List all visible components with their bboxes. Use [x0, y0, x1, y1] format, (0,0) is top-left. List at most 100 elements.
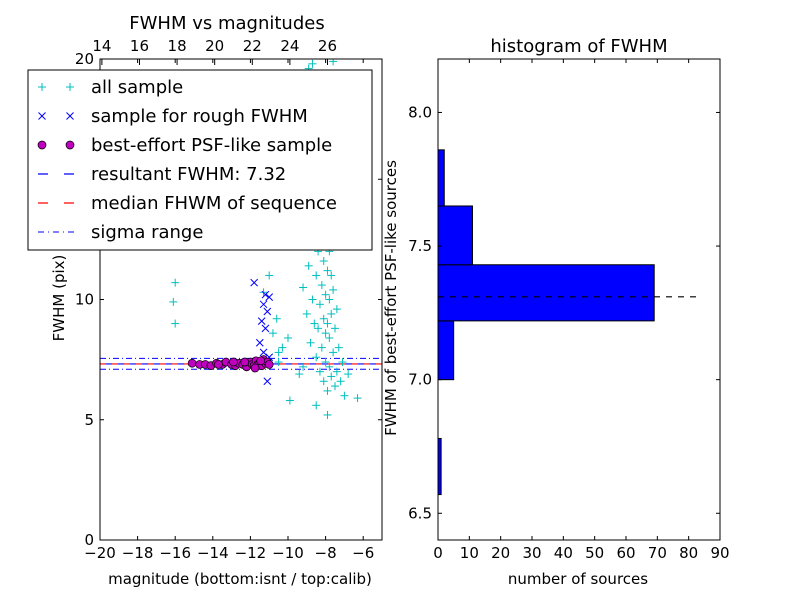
all-sample-point — [171, 319, 180, 328]
all-sample-point — [321, 358, 330, 367]
legend-entry: sample for rough FWHM — [38, 106, 308, 127]
right-plot-area: 0 10 20 30 40 50 60 70 80 90 6.5 7.0 7.5 8.0 — [408, 58, 730, 562]
top-x-tick-label: 14 — [92, 37, 111, 55]
left-x-axis-label: magnitude (bottom:isnt / top:calib) — [108, 570, 372, 588]
all-sample-point — [329, 348, 338, 357]
right-x-tick-label: 90 — [710, 544, 729, 562]
all-sample-point — [340, 391, 349, 400]
all-sample-point — [321, 329, 330, 338]
all-sample-point — [299, 362, 308, 371]
all-sample-point — [329, 285, 338, 294]
left-y-tick-label: 0 — [84, 531, 94, 549]
top-x-tick-label: 18 — [168, 37, 187, 55]
left-x-tick-label: −6 — [352, 544, 374, 562]
left-data-layer — [100, 59, 382, 419]
all-sample-point — [332, 305, 341, 314]
left-y-tick-label: 20 — [75, 50, 94, 68]
all-sample-point — [325, 362, 334, 371]
rough-sample-point-b — [250, 278, 259, 287]
right-x-tick-label: 0 — [433, 544, 443, 562]
top-x-tick-label: 20 — [205, 37, 224, 55]
all-sample-point — [310, 319, 319, 328]
top-x-tick-label: 24 — [280, 37, 299, 55]
all-sample-point — [299, 283, 308, 292]
all-sample-point — [334, 343, 343, 352]
all-sample-point — [331, 382, 339, 391]
psf-sample-point — [240, 357, 250, 367]
all-sample-point — [274, 358, 283, 367]
legend-entry: sigma range — [38, 222, 203, 243]
right-y-axis-label: FWHM of best-effort PSF-like sources — [382, 160, 400, 436]
legend-box — [27, 69, 373, 251]
all-sample-point — [314, 324, 323, 333]
all-sample-point — [319, 314, 328, 323]
all-sample-point — [323, 319, 332, 328]
rough-sample-point-b — [257, 317, 266, 325]
all-sample-point — [171, 278, 180, 287]
rough-sample-point-b — [263, 307, 272, 316]
histogram-bar — [437, 205, 473, 266]
right-x-tick-label: 30 — [522, 544, 541, 562]
psf-sample-point — [264, 360, 274, 369]
right-x-tick-label: 50 — [585, 544, 604, 562]
left-x-tick-label: −16 — [159, 544, 191, 562]
legend-label: sample for rough FWHM — [91, 106, 308, 127]
all-sample-point — [312, 271, 321, 280]
legend-entry: best-effort PSF-like sample — [37, 135, 332, 156]
rough-sample-point — [259, 300, 268, 309]
all-sample-point — [338, 358, 347, 367]
legend-entry: all sample — [38, 77, 183, 98]
legend-entry: resultant FWHM: 7.32 — [38, 164, 286, 185]
all-sample-point — [278, 343, 287, 352]
rough-sample-point-b — [261, 324, 270, 333]
all-sample-point — [306, 338, 315, 347]
histogram-bar — [437, 320, 455, 381]
rough-sample-point — [263, 307, 272, 316]
left-x-tick-label: −8 — [315, 544, 337, 562]
right-x-axis-label: number of sources — [508, 570, 648, 588]
psf-sample-point — [250, 363, 260, 373]
psf-sample-point — [256, 356, 266, 366]
all-sample-point — [332, 367, 341, 376]
left-x-tick-label: −10 — [272, 544, 304, 562]
all-sample-point — [325, 295, 334, 304]
all-sample-point — [308, 59, 317, 68]
legend-circle-marker — [65, 140, 75, 150]
all-sample-point — [321, 290, 330, 299]
all-sample-point — [308, 295, 317, 304]
right-x-tick-label: 10 — [460, 544, 479, 562]
all-sample-point — [336, 377, 345, 386]
psf-sample-point — [214, 360, 223, 369]
right-chart-title: histogram of FWHM — [490, 36, 667, 57]
all-sample-point — [302, 309, 311, 318]
right-plot-frame — [437, 58, 721, 541]
top-x-tick-label: 26 — [318, 37, 337, 55]
rough-sample-point-b — [259, 300, 268, 309]
all-sample-point — [329, 59, 338, 66]
all-sample-point — [265, 271, 274, 280]
left-x-tick-label: −14 — [197, 544, 229, 562]
right-y-tick-label: 6.5 — [408, 504, 432, 522]
rough-sample-point-b — [261, 290, 270, 299]
right-x-tick-label: 70 — [648, 544, 667, 562]
legend-label: all sample — [91, 77, 183, 98]
all-sample-point — [315, 367, 324, 376]
all-sample-point — [317, 343, 326, 352]
rough-sample-point-b — [255, 338, 264, 347]
all-sample-point — [319, 377, 328, 386]
all-sample-point — [272, 314, 281, 323]
legend-entry: median FHWM of sequence — [38, 193, 337, 214]
rough-sample-point — [261, 324, 270, 333]
legend-plus-marker — [38, 83, 46, 91]
right-y-tick-label: 8.0 — [408, 103, 432, 121]
left-x-tick-label: −20 — [84, 544, 116, 562]
psf-sample-point — [229, 357, 238, 367]
all-sample-point — [323, 410, 332, 419]
left-y-tick-label: 5 — [84, 411, 94, 429]
all-sample-point — [327, 309, 336, 318]
all-sample-point — [323, 266, 332, 275]
all-sample-point — [304, 261, 313, 270]
rough-sample-point — [265, 293, 274, 301]
all-sample-point — [327, 271, 336, 280]
all-sample-point — [284, 333, 292, 342]
